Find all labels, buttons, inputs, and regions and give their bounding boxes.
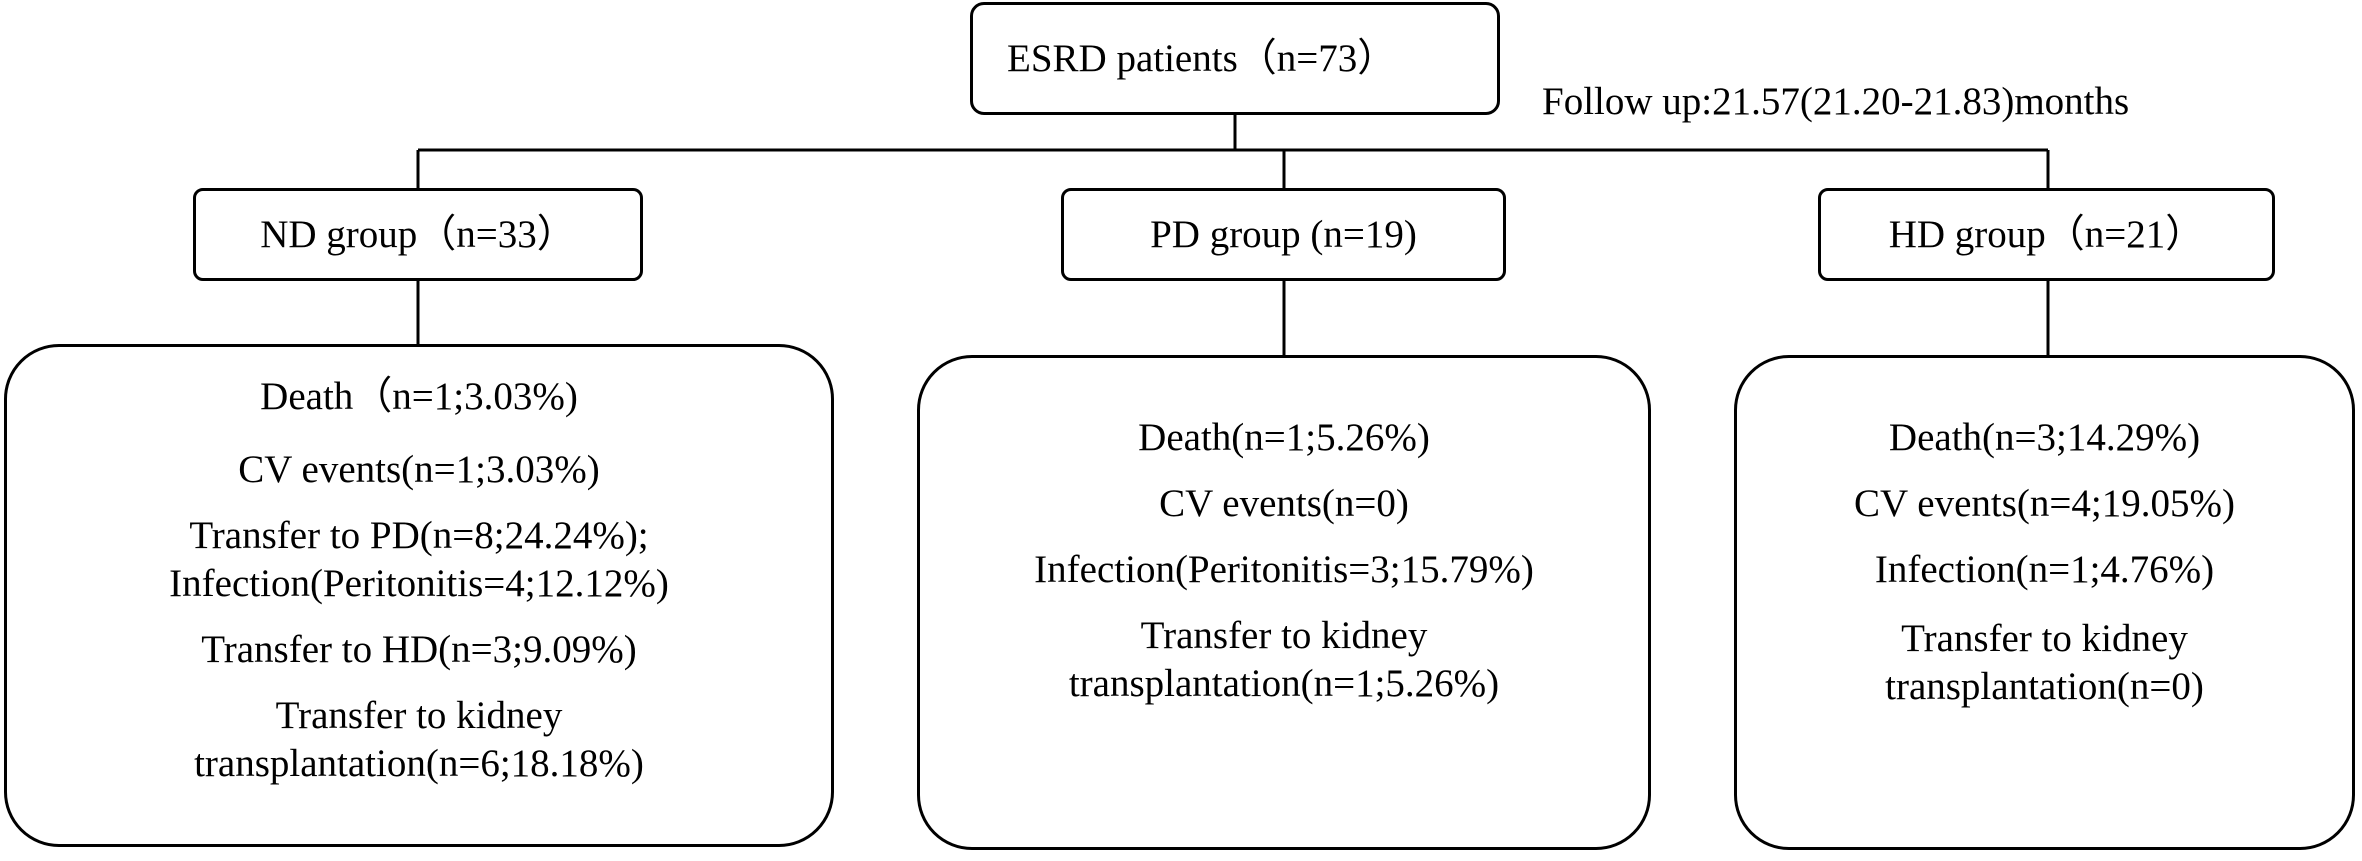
hd-group-label: HD group（n=21） [1888,213,2205,256]
pd-outcome-death: Death(n=1;5.26%) [1138,416,1430,459]
hd-group-node: HD group（n=21） [1818,188,2275,281]
nd-outcome-transfer-to-kidney: Transfer to kidney [275,694,563,737]
nd-outcome-cv-events: CV events(n=1;3.03%) [238,448,600,491]
hd-outcomes-node: Death(n=3;14.29%) CV events(n=4;19.05%) … [1734,355,2355,850]
pd-group-label: PD group (n=19) [1150,213,1417,256]
nd-group-node: ND group（n=33） [193,188,643,281]
follow-up-label: Follow up:21.57(21.20-21.83)months [1542,80,2130,123]
root-node-label: ESRD patients（n=73） [1007,37,1397,80]
hd-outcome-cv-events: CV events(n=4;19.05%) [1854,482,2235,525]
nd-group-label: ND group（n=33） [260,213,576,256]
hd-outcome-death: Death(n=3;14.29%) [1888,416,2201,459]
nd-outcome-transfer-to-pd: Transfer to PD(n=8;24.24%); [189,514,649,557]
pd-outcome-transplantation: transplantation(n=1;5.26%) [1068,662,1500,705]
nd-outcome-transfer-to-hd: Transfer to HD(n=3;9.09%) [201,628,637,671]
nd-outcomes-node: Death（n=1;3.03%) CV events(n=1;3.03%) Tr… [4,344,834,847]
nd-outcome-infection: Infection(Peritonitis=4;12.12%) [169,562,669,605]
nd-outcome-death: Death（n=1;3.03%) [260,375,578,418]
pd-outcome-infection: Infection(Peritonitis=3;15.79%) [1034,548,1534,591]
hd-outcome-transplantation: transplantation(n=0) [1885,665,2204,708]
pd-group-node: PD group (n=19) [1061,188,1506,281]
pd-outcome-cv-events: CV events(n=0) [1159,482,1409,525]
pd-outcome-transfer-to-kidney: Transfer to kidney [1140,614,1428,657]
nd-outcome-transplantation: transplantation(n=6;18.18%) [194,742,644,785]
hd-outcome-infection: Infection(n=1;4.76%) [1874,548,2215,591]
pd-outcomes-node: Death(n=1;5.26%) CV events(n=0) Infectio… [917,355,1651,850]
root-node-esrd-patients: ESRD patients（n=73） [970,2,1500,115]
hd-outcome-transfer-to-kidney: Transfer to kidney [1901,617,2188,660]
